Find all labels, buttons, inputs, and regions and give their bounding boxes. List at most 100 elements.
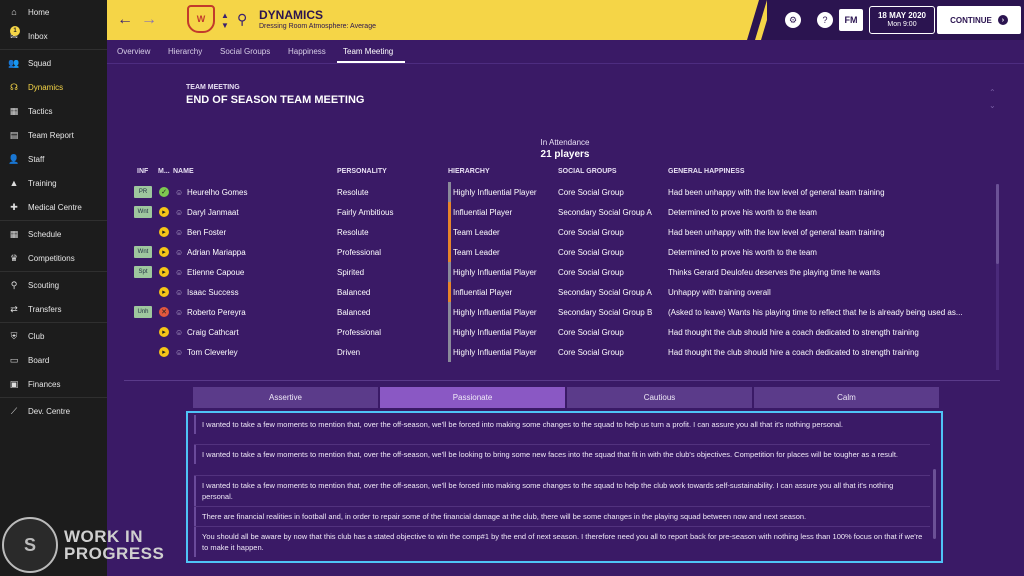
table-row[interactable]: Wnt ▸ ☺ Adrian Mariappa Professional Team Lea… xyxy=(130,242,996,262)
col-header-inf[interactable]: INF xyxy=(137,168,149,175)
table-row[interactable]: ▸ ☺ Isaac Success Balanced Influential Playe… xyxy=(130,282,996,302)
watermark-line2: PROGRESS xyxy=(64,544,165,563)
tab-overview[interactable]: Overview xyxy=(117,47,151,56)
cell-personality: Spirited xyxy=(337,268,365,277)
table-scrollbar-track[interactable] xyxy=(996,184,999,370)
tone-assertive-button[interactable]: Assertive xyxy=(193,387,378,408)
meeting-option-2[interactable]: I wanted to take a few moments to mentio… xyxy=(194,445,930,464)
col-header-name[interactable]: NAME xyxy=(173,168,194,175)
col-header-personality[interactable]: PERSONALITY xyxy=(337,168,387,175)
meeting-option-3[interactable]: I wanted to take a few moments to mentio… xyxy=(194,476,930,506)
table-row[interactable]: ▸ ☺ Craig Cathcart Professional Highly Influ… xyxy=(130,322,996,342)
sidebar-item-label: Transfers xyxy=(28,304,62,314)
table-row[interactable]: Unh ✕ ☺ Roberto Pereyra Balanced Highly Influ… xyxy=(130,302,996,322)
player-profile-icon[interactable]: ☺ xyxy=(175,348,184,357)
search-icon[interactable]: ⚲ xyxy=(237,11,248,27)
tone-cautious-button[interactable]: Cautious xyxy=(567,387,752,408)
player-profile-icon[interactable]: ☺ xyxy=(175,208,184,217)
date-display[interactable]: 18 MAY 2020 Mon 9:00 xyxy=(869,6,935,34)
sidebar-item-competitions[interactable]: ♛ Competitions xyxy=(0,246,107,270)
tone-calm-button[interactable]: Calm xyxy=(754,387,939,408)
cell-name[interactable]: Adrian Mariappa xyxy=(187,248,246,257)
sidebar-item-squad[interactable]: 👥 Squad xyxy=(0,51,107,75)
meeting-option-5[interactable]: You should all be aware by now that this… xyxy=(194,527,930,557)
transfers-icon: ⇄ xyxy=(10,303,18,314)
cell-name[interactable]: Daryl Janmaat xyxy=(187,208,239,217)
sidebar-item-label: Home xyxy=(28,7,50,17)
cell-social: Core Social Group xyxy=(558,248,624,257)
date-text: 18 MAY 2020 xyxy=(877,11,927,20)
tone-passionate-button[interactable]: Passionate xyxy=(380,387,565,408)
fm-menu-button[interactable]: FM xyxy=(839,9,863,31)
cell-name[interactable]: Isaac Success xyxy=(187,288,239,297)
sidebar-item-club[interactable]: ⛨ Club xyxy=(0,324,107,348)
sidebar-item-dev-centre[interactable]: ⟋ Dev. Centre xyxy=(0,399,107,423)
player-profile-icon[interactable]: ☺ xyxy=(175,288,184,297)
player-profile-icon[interactable]: ☺ xyxy=(175,308,184,317)
cell-name[interactable]: Etienne Capoue xyxy=(187,268,245,277)
sidebar-item-staff[interactable]: 👤 Staff xyxy=(0,147,107,171)
col-header-hierarchy[interactable]: HIERARCHY xyxy=(448,168,490,175)
cell-hierarchy: Influential Player xyxy=(453,288,513,297)
sidebar-item-training[interactable]: ▲ Training xyxy=(0,171,107,195)
back-arrow-icon[interactable]: ← xyxy=(117,11,133,28)
sidebar-divider xyxy=(0,220,107,221)
table-row[interactable]: Wnt ▸ ☺ Daryl Janmaat Fairly Ambitious Influe… xyxy=(130,202,996,222)
sidebar-item-dynamics[interactable]: ☊ Dynamics xyxy=(0,75,107,99)
meeting-option-4[interactable]: There are financial realities in footbal… xyxy=(194,507,930,526)
continue-button[interactable]: CONTINUE › xyxy=(937,6,1021,34)
tab-happiness[interactable]: Happiness xyxy=(288,47,326,56)
sidebar-item-label: Team Report xyxy=(28,130,74,140)
tab-social-groups[interactable]: Social Groups xyxy=(220,47,271,56)
table-row[interactable]: PR ✓ ☺ Heurelho Gomes Resolute Highly Influen… xyxy=(130,182,996,202)
player-profile-icon[interactable]: ☺ xyxy=(175,228,184,237)
sidebar-item-board[interactable]: ▭ Board xyxy=(0,348,107,372)
club-crest-icon[interactable]: W xyxy=(187,5,215,33)
sidebar-item-scouting[interactable]: ⚲ Scouting xyxy=(0,273,107,297)
option-divider xyxy=(194,475,930,476)
cell-happiness: Thinks Gerard Deulofeu deserves the play… xyxy=(668,268,881,277)
player-profile-icon[interactable]: ☺ xyxy=(175,328,184,337)
col-header-happiness[interactable]: GENERAL HAPPINESS xyxy=(668,168,745,175)
sidebar-item-schedule[interactable]: ▦ Schedule xyxy=(0,222,107,246)
table-row[interactable]: ▸ ☺ Tom Cleverley Driven Highly Influential … xyxy=(130,342,996,362)
sidebar-item-team-report[interactable]: ▤ Team Report xyxy=(0,123,107,147)
sidebar-item-finances[interactable]: ▣ Finances xyxy=(0,372,107,396)
table-row[interactable]: Spt ▸ ☺ Etienne Capoue Spirited Highly Influe… xyxy=(130,262,996,282)
player-profile-icon[interactable]: ☺ xyxy=(175,188,184,197)
cell-name[interactable]: Roberto Pereyra xyxy=(187,308,246,317)
team-report-icon: ▤ xyxy=(9,129,19,140)
cell-name[interactable]: Ben Foster xyxy=(187,228,227,237)
player-profile-icon[interactable]: ☺ xyxy=(175,248,184,257)
watermark-seal-icon: S xyxy=(2,517,58,573)
options-scrollbar[interactable] xyxy=(933,469,936,539)
col-header-social-groups[interactable]: SOCIAL GROUPS xyxy=(558,168,617,175)
morale-fine-icon: ▸ xyxy=(159,247,169,257)
tab-team-meeting[interactable]: Team Meeting xyxy=(343,47,394,56)
player-profile-icon[interactable]: ☺ xyxy=(175,268,184,277)
cell-name[interactable]: Tom Cleverley xyxy=(187,348,238,357)
cell-name[interactable]: Craig Cathcart xyxy=(187,328,239,337)
sidebar-item-home[interactable]: ⌂ Home xyxy=(0,0,107,24)
sidebar-item-label: Finances xyxy=(28,379,61,389)
forward-arrow-icon[interactable]: → xyxy=(141,11,157,28)
table-scrollbar-thumb[interactable] xyxy=(996,184,999,264)
chevron-down-icon[interactable]: ▼ xyxy=(221,21,229,30)
meeting-option-1[interactable]: I wanted to take a few moments to mentio… xyxy=(194,415,930,434)
cell-name[interactable]: Heurelho Gomes xyxy=(187,188,248,197)
sidebar-item-label: Dev. Centre xyxy=(28,406,71,416)
network-icon[interactable]: ⚙ xyxy=(785,12,801,28)
chevron-up-icon[interactable]: ▲ xyxy=(221,11,229,20)
sidebar-divider xyxy=(0,271,107,272)
sidebar-item-tactics[interactable]: ▦ Tactics xyxy=(0,99,107,123)
hierarchy-color-bar xyxy=(448,262,451,282)
table-row[interactable]: ▸ ☺ Ben Foster Resolute Team Leader Core Soci… xyxy=(130,222,996,242)
col-header-morale[interactable]: M... xyxy=(158,168,170,175)
tab-hierarchy[interactable]: Hierarchy xyxy=(168,47,203,56)
sidebar-item-medical-centre[interactable]: ✚ Medical Centre xyxy=(0,195,107,219)
collapse-up-icon[interactable]: ⌃ xyxy=(989,88,996,97)
sidebar-item-transfers[interactable]: ⇄ Transfers xyxy=(0,297,107,321)
collapse-down-icon[interactable]: ⌄ xyxy=(989,101,996,110)
help-icon[interactable]: ? xyxy=(817,12,833,28)
